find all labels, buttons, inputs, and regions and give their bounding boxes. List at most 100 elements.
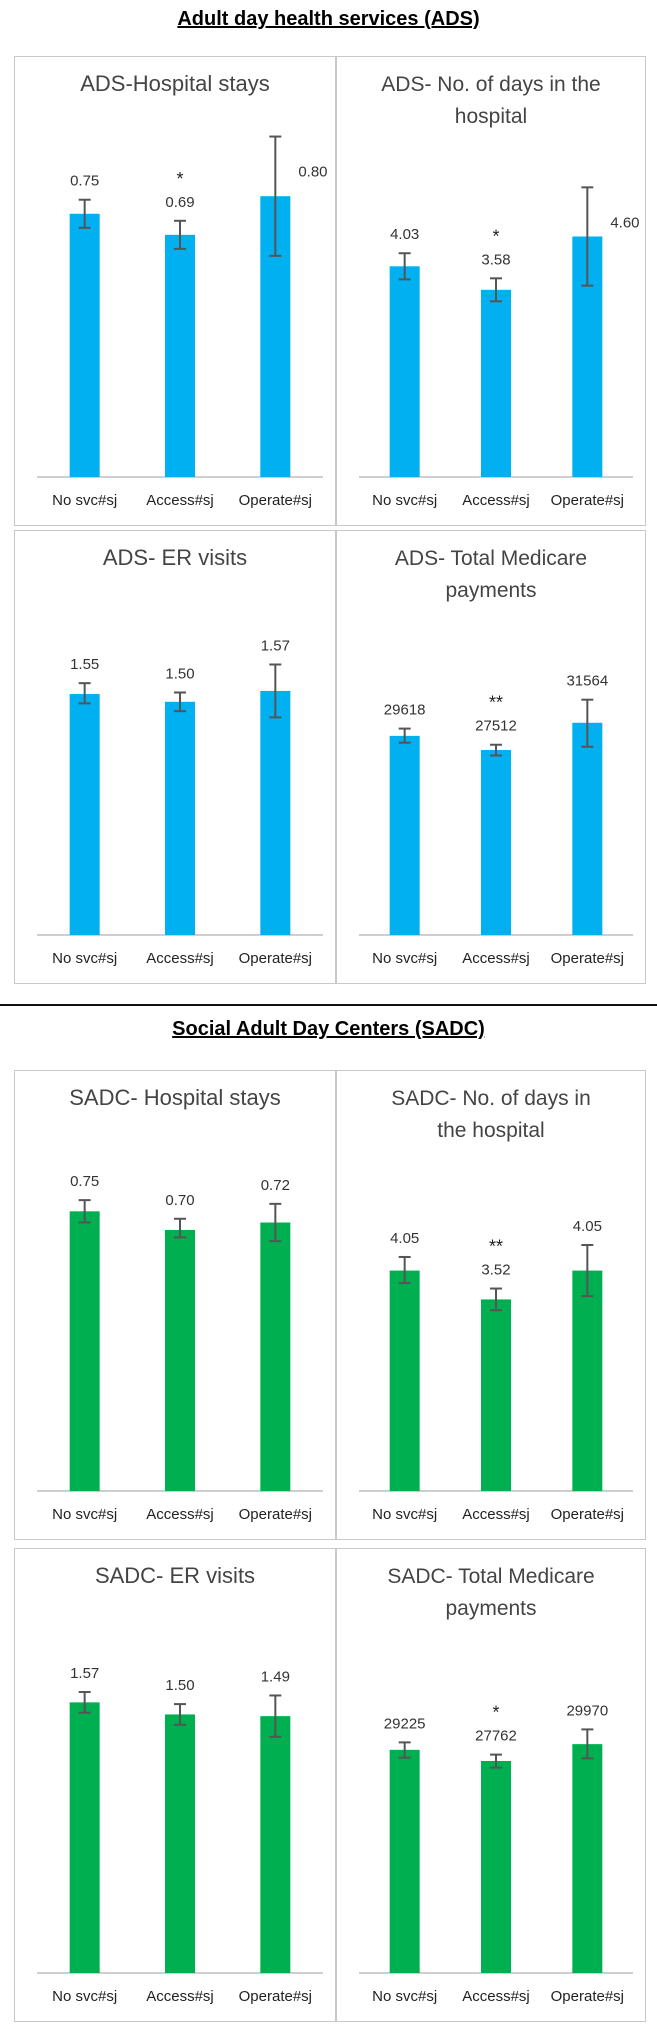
chart-title: the hospital	[437, 1119, 544, 1142]
category-label: Access#sj	[462, 492, 530, 509]
chart-svg: ADS-Hospital stays 0.75 No svc#sj 0.69 * Acce…	[37, 71, 328, 509]
category-label: Access#sj	[462, 1988, 530, 2005]
significance-marker: *	[492, 226, 499, 246]
data-label: 1.55	[70, 656, 99, 673]
chart-title: ADS-Hospital stays	[80, 71, 270, 96]
chart-title: SADC- Hospital stays	[69, 1085, 281, 1110]
bar	[389, 1749, 420, 1973]
chart-svg: ADS- No. of days in the hospital 4.03 No sv…	[359, 73, 640, 509]
bar	[69, 1702, 100, 1973]
section-title-sadc: Social Adult Day Centers (SADC)	[172, 1018, 485, 1040]
data-label: 3.58	[481, 251, 510, 268]
chart-sadc-er-visits: SADC- ER visits 1.57 No svc#sj 1.50 Access#s…	[14, 1548, 336, 2022]
chart-ads-days-in-hospital: ADS- No. of days in the hospital 4.03 No sv…	[336, 56, 646, 526]
category-label: Access#sj	[146, 1988, 214, 2005]
category-label: Operate#sj	[551, 1506, 624, 1523]
significance-marker: **	[489, 1237, 503, 1257]
bar	[69, 1211, 100, 1491]
chart-title: SADC- No. of days in	[391, 1087, 591, 1110]
category-label: No svc#sj	[372, 492, 437, 509]
chart-sadc-hospital-stays: SADC- Hospital stays 0.75 No svc#sj 0.70 Acc…	[14, 1070, 336, 1540]
data-label: 29225	[384, 1715, 426, 1732]
category-label: Access#sj	[462, 1506, 530, 1523]
chart-title: ADS- Total Medicare	[395, 547, 587, 570]
chart-svg: SADC- Hospital stays 0.75 No svc#sj 0.70 Acc…	[37, 1085, 323, 1523]
chart-title: hospital	[455, 105, 527, 128]
data-label: 29970	[566, 1702, 608, 1719]
category-label: Access#sj	[462, 950, 530, 967]
chart-title: ADS- ER visits	[103, 545, 247, 570]
data-label: 1.49	[261, 1668, 290, 1685]
chart-svg: ADS- Total Medicare payments 29618 No svc#s…	[359, 547, 633, 967]
bar	[389, 1270, 420, 1491]
bar	[165, 1229, 195, 1491]
bar	[260, 1222, 291, 1491]
chart-title: SADC- Total Medicare	[387, 1565, 594, 1588]
data-label: 0.69	[165, 194, 194, 211]
category-label: No svc#sj	[52, 1506, 117, 1523]
data-label: 0.75	[70, 173, 99, 190]
chart-title: payments	[445, 579, 536, 602]
chart-title: ADS- No. of days in the	[381, 73, 600, 96]
category-label: Access#sj	[146, 492, 214, 509]
bar	[572, 1744, 603, 1973]
chart-title: payments	[445, 1597, 536, 1620]
data-label: 31564	[566, 673, 608, 690]
category-label: Access#sj	[146, 1506, 214, 1523]
category-label: No svc#sj	[52, 950, 117, 967]
data-label: 4.05	[573, 1218, 602, 1235]
bar	[165, 1714, 195, 1973]
data-label: 3.52	[481, 1262, 510, 1279]
bar	[389, 266, 420, 477]
category-label: Operate#sj	[239, 1988, 312, 2005]
chart-svg: SADC- ER visits 1.57 No svc#sj 1.50 Access#s…	[37, 1563, 323, 2005]
category-label: No svc#sj	[52, 492, 117, 509]
bar	[572, 722, 603, 935]
category-label: Operate#sj	[551, 950, 624, 967]
bar	[389, 735, 420, 935]
data-label: 0.72	[261, 1177, 290, 1194]
data-label: 4.03	[390, 226, 419, 243]
category-label: No svc#sj	[372, 950, 437, 967]
chart-ads-hospital-stays: ADS-Hospital stays 0.75 No svc#sj 0.69 * Acce…	[14, 56, 336, 526]
chart-ads-total-medicare-payments: ADS- Total Medicare payments 29618 No svc#s…	[336, 530, 646, 984]
bar	[260, 690, 291, 935]
section-title-ads: Adult day health services (ADS)	[177, 8, 480, 30]
chart-ads-er-visits: ADS- ER visits 1.55 No svc#sj 1.50 Access#sj…	[14, 530, 336, 984]
category-label: Operate#sj	[239, 1506, 312, 1523]
category-label: No svc#sj	[372, 1506, 437, 1523]
section-divider	[0, 1004, 657, 1006]
data-label: 1.50	[165, 1677, 194, 1694]
bar	[481, 289, 511, 477]
data-label: 1.50	[165, 665, 194, 682]
data-label: 0.70	[165, 1192, 194, 1209]
significance-marker: *	[176, 169, 183, 189]
category-label: Access#sj	[146, 950, 214, 967]
significance-marker: *	[492, 1703, 499, 1723]
category-label: Operate#sj	[551, 1988, 624, 2005]
category-label: No svc#sj	[52, 1988, 117, 2005]
chart-title: SADC- ER visits	[95, 1563, 255, 1588]
data-label: 4.60	[610, 214, 639, 231]
category-label: Operate#sj	[239, 492, 312, 509]
chart-svg: SADC- Total Medicare payments 29225 No svc#…	[359, 1565, 633, 2005]
category-label: Operate#sj	[239, 950, 312, 967]
bar	[165, 234, 195, 477]
data-label: 1.57	[261, 638, 290, 655]
data-label: 27762	[475, 1728, 517, 1745]
bar	[572, 1270, 603, 1491]
bar	[260, 1716, 291, 1973]
chart-sadc-days-in-hospital: SADC- No. of days in the hospital 4.05 No s…	[336, 1070, 646, 1540]
bar	[481, 750, 511, 935]
data-label: 27512	[475, 718, 517, 735]
data-label: 1.57	[70, 1665, 99, 1682]
bar	[69, 213, 100, 477]
category-label: No svc#sj	[372, 1988, 437, 2005]
bar	[165, 701, 195, 935]
data-label: 4.05	[390, 1230, 419, 1247]
data-label: 0.80	[298, 164, 327, 181]
bar	[481, 1299, 511, 1491]
chart-svg: ADS- ER visits 1.55 No svc#sj 1.50 Access#sj…	[37, 545, 323, 967]
category-label: Operate#sj	[551, 492, 624, 509]
chart-svg: SADC- No. of days in the hospital 4.05 No s…	[359, 1087, 633, 1523]
